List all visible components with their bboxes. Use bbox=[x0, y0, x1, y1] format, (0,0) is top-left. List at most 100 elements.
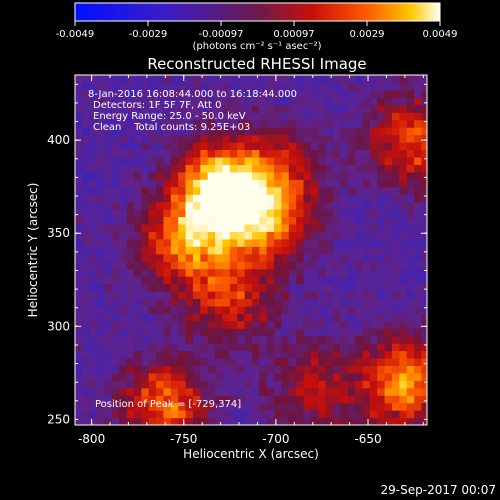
heatmap-cell bbox=[377, 216, 386, 225]
heatmap-cell bbox=[347, 194, 356, 203]
heatmap-cell bbox=[362, 209, 371, 218]
heatmap-cell bbox=[192, 328, 201, 337]
heatmap-cell bbox=[82, 268, 91, 277]
heatmap-cell bbox=[384, 119, 393, 128]
heatmap-cell bbox=[377, 201, 386, 210]
heatmap-cell bbox=[141, 350, 150, 359]
heatmap-cell bbox=[207, 127, 216, 136]
heatmap-cell bbox=[377, 209, 386, 218]
heatmap-cell bbox=[274, 216, 283, 225]
heatmap-cell bbox=[391, 276, 400, 285]
heatmap-cell bbox=[384, 261, 393, 270]
heatmap-cell bbox=[222, 380, 231, 389]
heatmap-cell bbox=[237, 276, 246, 285]
heatmap-cell bbox=[421, 164, 427, 173]
heatmap-cell bbox=[89, 305, 98, 314]
heatmap-cell bbox=[369, 357, 378, 367]
heatmap-cell bbox=[229, 186, 238, 195]
heatmap-cell bbox=[347, 104, 356, 113]
heatmap-cell bbox=[133, 320, 142, 329]
heatmap-cell bbox=[237, 313, 246, 322]
heatmap-cell bbox=[288, 75, 297, 84]
heatmap-cell bbox=[133, 194, 142, 203]
heatmap-cell bbox=[288, 387, 297, 396]
heatmap-cell bbox=[274, 238, 283, 247]
heatmap-cell bbox=[215, 268, 224, 277]
heatmap-cell bbox=[119, 231, 128, 240]
heatmap-cell bbox=[141, 89, 150, 98]
heatmap-cell bbox=[82, 209, 91, 218]
heatmap-cell bbox=[325, 82, 334, 91]
heatmap-cell bbox=[133, 276, 142, 285]
heatmap-cell bbox=[251, 402, 260, 411]
heatmap-cell bbox=[215, 238, 224, 247]
heatmap-cell bbox=[288, 268, 297, 277]
heatmap-cell bbox=[362, 142, 371, 151]
heatmap-cell bbox=[200, 298, 209, 307]
heatmap-cell bbox=[207, 104, 216, 113]
heatmap-cell bbox=[75, 395, 83, 404]
heatmap-cell bbox=[133, 283, 142, 292]
heatmap-cell bbox=[75, 320, 83, 329]
heatmap-cell bbox=[148, 372, 157, 381]
heatmap-cell bbox=[266, 350, 275, 359]
heatmap-cell bbox=[251, 365, 260, 374]
heatmap-cell bbox=[163, 417, 172, 425]
heatmap-cell bbox=[303, 75, 312, 84]
heatmap-cell bbox=[148, 276, 157, 285]
heatmap-cell bbox=[406, 268, 415, 277]
heatmap-cell bbox=[119, 328, 128, 337]
heatmap-cell bbox=[325, 246, 334, 255]
heatmap-cell bbox=[325, 112, 334, 121]
heatmap-cell bbox=[170, 201, 179, 210]
heatmap-cell bbox=[251, 253, 260, 262]
heatmap-cell bbox=[133, 104, 142, 113]
heatmap-cell bbox=[185, 320, 194, 329]
heatmap-cell bbox=[355, 186, 364, 195]
heatmap-cell bbox=[215, 97, 224, 106]
heatmap-cell bbox=[222, 171, 231, 180]
heatmap-cell bbox=[207, 335, 216, 344]
heatmap-cell bbox=[244, 283, 253, 292]
heatmap-cell bbox=[318, 298, 327, 307]
heatmap-cell bbox=[119, 75, 128, 84]
heatmap-cell bbox=[421, 179, 427, 188]
heatmap-cell bbox=[237, 320, 246, 329]
heatmap-cell bbox=[104, 142, 113, 151]
heatmap-cell bbox=[163, 134, 172, 143]
heatmap-cell bbox=[111, 104, 120, 113]
heatmap-cell bbox=[414, 104, 423, 113]
heatmap-cell bbox=[421, 380, 427, 389]
heatmap-cell bbox=[406, 410, 415, 419]
heatmap-cell bbox=[288, 343, 297, 352]
heatmap-cell bbox=[288, 112, 297, 121]
heatmap-cell bbox=[215, 357, 224, 367]
heatmap-cell bbox=[421, 186, 427, 195]
heatmap-cell bbox=[333, 320, 341, 329]
heatmap-cell bbox=[325, 127, 334, 136]
heatmap-cell bbox=[148, 417, 157, 425]
heatmap-cell bbox=[355, 261, 364, 270]
heatmap-cell bbox=[178, 127, 187, 136]
heatmap-cell bbox=[229, 350, 238, 359]
heatmap-cell bbox=[111, 112, 120, 121]
heatmap-cell bbox=[274, 350, 283, 359]
heatmap-cell bbox=[89, 112, 98, 121]
heatmap-cell bbox=[347, 246, 356, 255]
heatmap-cell bbox=[318, 231, 327, 240]
heatmap-cell bbox=[296, 380, 305, 389]
heatmap-cell bbox=[355, 156, 364, 165]
heatmap-cell bbox=[111, 223, 120, 232]
heatmap-cell bbox=[170, 194, 179, 203]
heatmap-cell bbox=[414, 290, 423, 300]
heatmap-cell bbox=[384, 387, 393, 396]
heatmap-cell bbox=[192, 119, 201, 128]
heatmap-cell bbox=[215, 417, 224, 425]
heatmap-cell bbox=[384, 335, 393, 344]
heatmap-cell bbox=[414, 209, 423, 218]
heatmap-cell bbox=[355, 134, 364, 143]
heatmap-cell bbox=[185, 335, 194, 344]
heatmap-cell bbox=[170, 156, 179, 165]
heatmap-cell bbox=[340, 305, 349, 314]
heatmap-cell bbox=[111, 387, 120, 396]
